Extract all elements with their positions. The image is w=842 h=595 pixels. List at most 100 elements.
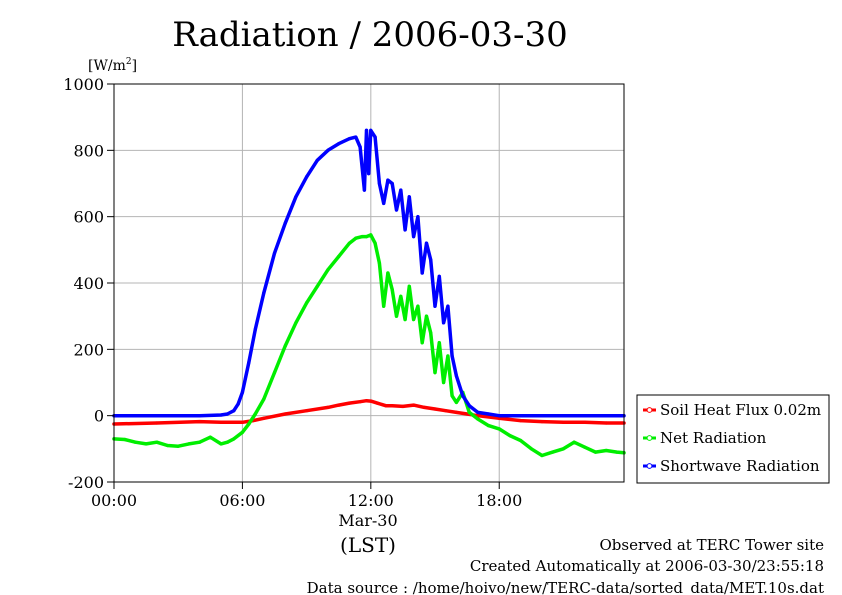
data-point-shortwave-radiation (561, 414, 566, 418)
data-point-net-radiation (420, 341, 424, 345)
data-point-soil-heat-flux-0-02m (433, 407, 437, 411)
chart-title: Radiation / 2006-03-30 (172, 15, 568, 55)
data-point-net-radiation (386, 271, 390, 275)
data-point-net-radiation (519, 438, 523, 443)
data-point-soil-heat-flux-0-02m (384, 404, 388, 408)
data-point-shortwave-radiation (247, 361, 251, 365)
data-point-shortwave-radiation (225, 412, 229, 416)
data-point-soil-heat-flux-0-02m (401, 404, 405, 408)
data-point-soil-heat-flux-0-02m (604, 421, 608, 425)
data-point-soil-heat-flux-0-02m (390, 404, 394, 408)
data-point-soil-heat-flux-0-02m (454, 410, 458, 414)
data-point-shortwave-radiation (424, 241, 429, 245)
y-tick-label: 1000 (63, 75, 104, 94)
data-point-shortwave-radiation (454, 374, 458, 378)
data-point-net-radiation (604, 448, 608, 453)
legend: Soil Heat Flux 0.02m Net Radiation Shortwa… (643, 401, 821, 475)
data-point-soil-heat-flux-0-02m (337, 403, 341, 407)
data-point-shortwave-radiation (446, 304, 450, 308)
data-point-shortwave-radiation (604, 414, 608, 418)
x-tick-label: 00:00 (91, 491, 137, 510)
data-point-net-radiation (272, 371, 277, 375)
data-point-shortwave-radiation (326, 148, 330, 152)
data-point-net-radiation (369, 233, 373, 237)
data-point-shortwave-radiation (358, 145, 362, 149)
footer-created-text: Created Automatically at 2006-03-30/23:5… (470, 557, 824, 575)
data-point-shortwave-radiation (294, 195, 298, 199)
data-point-net-radiation (476, 417, 480, 421)
data-point-shortwave-radiation (390, 181, 394, 186)
data-point-shortwave-radiation (476, 410, 480, 414)
data-point-shortwave-radiation (347, 137, 351, 141)
data-point-shortwave-radiation (155, 414, 159, 418)
legend-box (636, 394, 830, 484)
legend-label-net-radiation: Net Radiation (660, 429, 767, 447)
data-point-shortwave-radiation (337, 142, 341, 146)
data-point-net-radiation (354, 236, 358, 240)
data-point-shortwave-radiation (399, 188, 403, 192)
data-point-shortwave-radiation (407, 195, 411, 199)
data-point-net-radiation (382, 304, 386, 308)
data-point-soil-heat-flux-0-02m (240, 420, 244, 424)
data-point-soil-heat-flux-0-02m (583, 420, 587, 424)
data-point-net-radiation (561, 447, 566, 451)
data-point-shortwave-radiation (315, 158, 319, 162)
x-tick-label: 06:00 (219, 491, 265, 510)
data-point-net-radiation (529, 447, 533, 451)
data-point-shortwave-radiation (232, 409, 236, 413)
data-point-shortwave-radiation (369, 128, 373, 132)
data-point-net-radiation (442, 380, 446, 385)
data-point-net-radiation (347, 241, 351, 245)
data-point-soil-heat-flux-0-02m (155, 421, 159, 425)
data-point-shortwave-radiation (429, 258, 433, 262)
series-line-shortwave-radiation (112, 128, 626, 418)
data-point-shortwave-radiation (262, 291, 266, 295)
data-point-soil-heat-flux-0-02m (262, 416, 266, 420)
data-point-net-radiation (133, 440, 137, 444)
data-point-shortwave-radiation (362, 188, 366, 192)
data-point-shortwave-radiation (377, 181, 381, 186)
data-point-shortwave-radiation (583, 414, 587, 418)
data-point-net-radiation (305, 301, 309, 305)
data-point-shortwave-radiation (382, 201, 386, 205)
data-point-shortwave-radiation (386, 178, 390, 182)
data-point-shortwave-radiation (253, 327, 257, 331)
data-point-shortwave-radiation (540, 414, 544, 418)
data-point-shortwave-radiation (486, 412, 491, 416)
data-point-shortwave-radiation (437, 274, 441, 278)
data-point-net-radiation (572, 440, 576, 444)
data-point-soil-heat-flux-0-02m (283, 412, 287, 416)
data-point-shortwave-radiation (133, 414, 137, 418)
data-point-net-radiation (155, 440, 159, 444)
axis-ticks: -200 0 200 400 600 800 1000 00:00 06:00 12:00 18:0… (63, 75, 522, 510)
data-point-net-radiation (615, 450, 619, 454)
data-point-shortwave-radiation (433, 304, 437, 308)
y-tick-label: 200 (73, 340, 104, 359)
legend-marker-shortwave-radiation (646, 463, 653, 469)
data-point-net-radiation (326, 268, 330, 272)
data-point-soil-heat-flux-0-02m (219, 420, 223, 424)
data-point-net-radiation (437, 341, 441, 345)
series-group (112, 128, 626, 458)
data-point-shortwave-radiation (519, 414, 523, 418)
data-point-net-radiation (486, 424, 491, 428)
data-point-shortwave-radiation (373, 135, 377, 139)
data-point-soil-heat-flux-0-02m (347, 401, 351, 405)
legend-marker-soil-heat-flux-0-02m (646, 407, 653, 413)
data-point-net-radiation (360, 235, 364, 239)
data-point-net-radiation (540, 453, 544, 458)
data-point-net-radiation (176, 444, 180, 448)
data-point-soil-heat-flux-0-02m (497, 416, 501, 420)
y-tick-label: 400 (73, 274, 104, 293)
data-point-net-radiation (337, 254, 341, 259)
data-point-net-radiation (583, 445, 587, 449)
x-axis-label: (LST) (340, 533, 396, 557)
data-point-soil-heat-flux-0-02m (561, 420, 566, 424)
data-point-net-radiation (208, 435, 212, 439)
data-point-shortwave-radiation (467, 404, 471, 408)
data-point-shortwave-radiation (416, 215, 420, 219)
data-point-shortwave-radiation (367, 172, 371, 176)
data-point-net-radiation (450, 394, 454, 398)
data-point-net-radiation (394, 314, 399, 318)
data-point-shortwave-radiation (403, 228, 407, 232)
